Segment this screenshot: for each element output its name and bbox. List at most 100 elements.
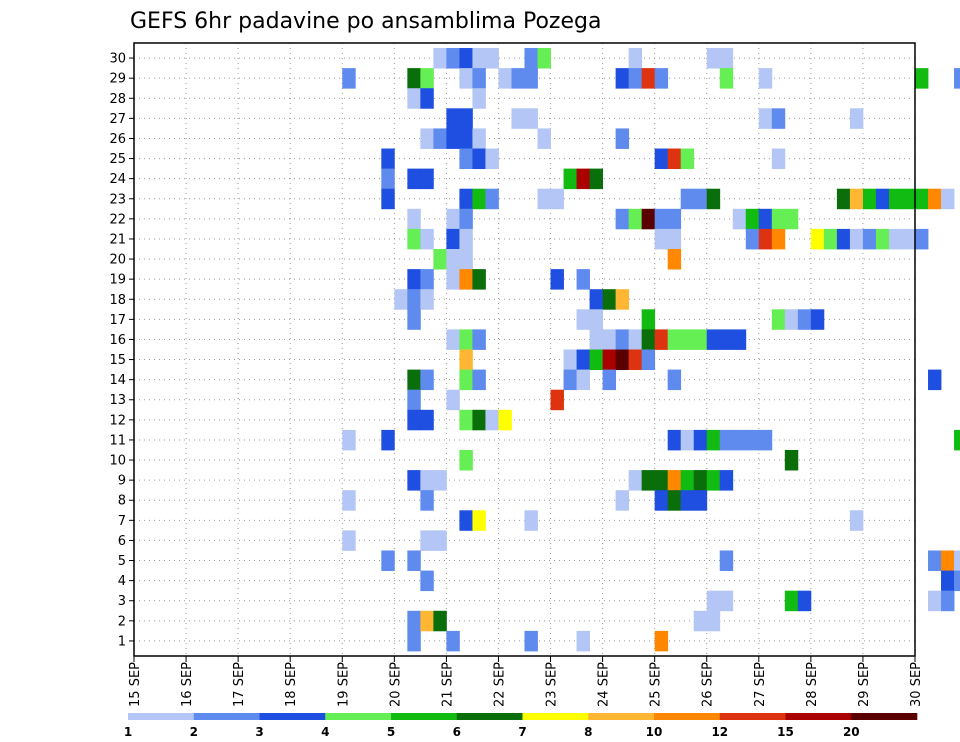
x-tick-label: 21 SEP [440,662,455,707]
heatmap-cell [472,369,486,391]
heatmap-cell [719,470,734,491]
heatmap-cell [446,108,460,129]
heatmap-cell [472,269,486,290]
y-axis-ticks: 1234567891011121314151617181920212223242… [109,52,134,649]
heatmap-cell [407,309,421,330]
heatmap-cell [446,630,460,652]
x-tick-label: 29 SEP [857,662,872,707]
heatmap-cell [667,470,682,491]
heatmap-cell [537,48,551,69]
heatmap-cell [719,48,734,69]
heatmap-cell [407,550,421,571]
heatmap-cell [459,449,473,471]
color-scale-label: 1 [124,725,132,739]
y-tick-label: 30 [109,52,126,67]
heatmap-cell [420,409,434,431]
heatmap-cell [485,188,499,210]
color-scale-swatch [128,713,195,720]
heatmap-cell [459,128,473,149]
heatmap-cell [472,48,486,69]
heatmap-cell [667,490,682,511]
heatmap-cell [407,630,421,652]
heatmap-cell [407,389,421,411]
heatmap-cell [342,68,356,89]
y-tick-label: 12 [109,413,126,428]
heatmap-cell [446,128,460,149]
color-scale-swatch [325,713,392,720]
heatmap-cell [459,510,473,531]
heatmap-cell [941,570,955,592]
y-tick-label: 24 [109,172,126,187]
heatmap-cell [420,168,434,190]
heatmap-cell [693,188,708,210]
heatmap-cell [719,429,734,451]
color-scale-label: 4 [321,725,329,739]
y-tick-label: 17 [109,313,126,328]
color-scale-legend: 1 2 3 4 5 6 7 8 10 12 15 20 [124,713,918,739]
heatmap-cell [784,590,799,612]
heatmap-cell [628,68,643,89]
heatmap-cell [771,148,786,170]
y-tick-label: 21 [109,232,126,247]
heatmap-cell [420,470,434,491]
heatmap-cell [407,168,421,190]
y-tick-label: 22 [109,212,126,227]
heatmap-cell [654,208,669,230]
heatmap-cell [446,249,460,270]
color-scale-label: 7 [518,725,526,739]
heatmap-cell [459,68,473,89]
color-scale-swatch [391,713,458,720]
heatmap-cell [420,530,434,551]
heatmap-cell [459,329,473,350]
y-tick-label: 9 [118,474,126,489]
heatmap-cell [706,329,721,350]
heatmap-cell [928,550,942,571]
heatmap-cell [459,269,473,290]
x-tick-label: 22 SEP [493,662,508,707]
heatmap-cell [719,329,734,350]
heatmap-cell [810,309,825,330]
heatmap-cell [342,429,356,451]
heatmap-cell [394,289,408,310]
heatmap-cell [641,68,656,89]
color-scale-label: 2 [190,725,198,739]
heatmap-cell [524,68,538,89]
heatmap-cell [511,68,525,89]
heatmap-cell [446,228,460,250]
heatmap-cell [433,610,447,632]
heatmap-cell [420,369,434,391]
heatmap-cell [563,349,577,370]
heatmap-cell [576,349,590,370]
heatmap-cell [797,590,812,612]
heatmap-cell [654,329,669,350]
heatmap-cell [732,208,747,230]
heatmap-cell [954,570,960,592]
heatmap-cell [446,48,460,69]
heatmap-cell [667,249,682,270]
y-tick-label: 13 [109,393,126,408]
y-tick-label: 14 [109,373,126,388]
heatmap-cell [901,188,916,210]
heatmap-cell [459,108,473,129]
heatmap-cell [615,490,630,511]
heatmap-cell [654,148,669,170]
y-tick-label: 7 [118,514,126,529]
y-tick-label: 28 [109,92,126,107]
heatmap-cell [654,228,669,250]
heatmap-cell [823,228,838,250]
y-tick-label: 23 [109,192,126,207]
heatmap-cell [459,208,473,230]
heatmap-cell [732,329,747,350]
y-tick-label: 8 [118,494,126,509]
y-tick-label: 26 [109,132,126,147]
x-tick-label: 28 SEP [805,662,820,707]
heatmap-cell [758,108,773,129]
heatmap-cell [667,148,682,170]
color-scale-label: 3 [255,725,263,739]
heatmap-cell [771,309,786,330]
y-tick-label: 15 [109,353,126,368]
heatmap-cell [680,148,695,170]
heatmap-cell [928,188,942,210]
heatmap-cell [550,269,564,290]
heatmap-cell [420,570,434,592]
